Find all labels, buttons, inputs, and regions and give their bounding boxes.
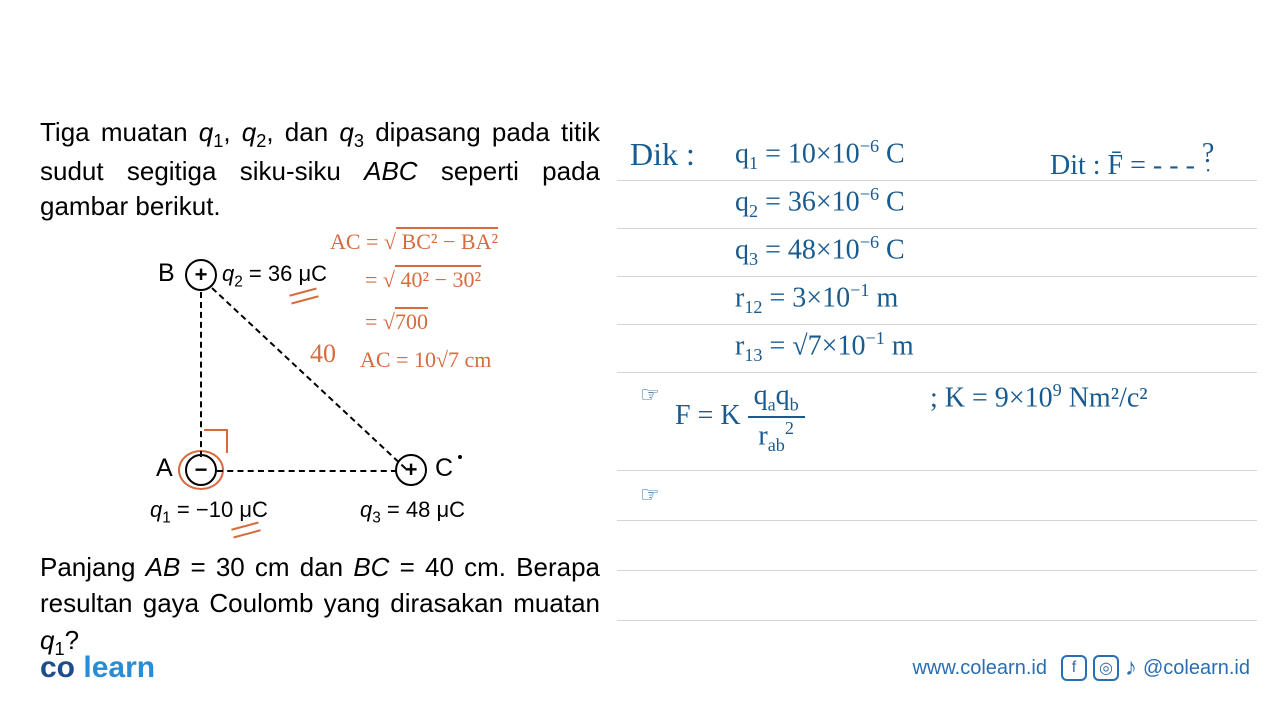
ac-eq1: AC = √ BC² − BA² [330, 229, 498, 255]
problem-question: Panjang AB = 30 cm dan BC = 40 cm. Berap… [40, 549, 600, 662]
forty-label: 40 [310, 339, 336, 369]
line-r13: r13 = √7×10−1 m [735, 328, 914, 366]
ab: AB [146, 552, 181, 582]
line-ac [217, 470, 397, 472]
txt: Tiga muatan [40, 117, 199, 147]
dit-label: Dit : F̄ = - - - ?• [1050, 138, 1214, 182]
q1: q [199, 117, 213, 147]
problem-statement: Tiga muatan q1, q2, dan q3 dipasang pada… [40, 115, 600, 224]
node-c: + [395, 454, 427, 486]
ac-eq4: AC = 10√7 cm [360, 347, 491, 373]
instagram-icon: ◎ [1093, 655, 1119, 681]
q2s: 2 [256, 131, 266, 151]
bullet-icon: ☞ [640, 382, 660, 408]
rule-line [617, 520, 1257, 521]
line-q2: q2 = 36×10−6 C [735, 184, 905, 222]
txt: , dan [266, 117, 339, 147]
footer: co learn www.colearn.id f ◎ ♪ @colearn.i… [40, 651, 1250, 685]
charge-c: q3 = 48 μC [360, 497, 465, 527]
right-angle-icon [204, 429, 228, 453]
plus-icon: + [195, 262, 208, 288]
q1s: 1 [213, 131, 223, 151]
ac-eq3: = √700 [365, 309, 428, 335]
rule-line [617, 324, 1257, 325]
label-a: A [156, 454, 173, 483]
bc: BC [353, 552, 389, 582]
logo-co: co [40, 651, 75, 684]
line-ab [200, 292, 202, 457]
txt: = 30 cm dan [180, 552, 353, 582]
rule-line [617, 372, 1257, 373]
force-formula: F = K qaqbrab2 [675, 380, 805, 456]
footer-handle: @colearn.id [1143, 657, 1250, 680]
line-r12: r12 = 3×10−1 m [735, 280, 898, 318]
plus-icon: + [405, 457, 418, 483]
colearn-logo: co learn [40, 651, 155, 685]
line-q3: q3 = 48×10−6 C [735, 232, 905, 270]
dot-icon [458, 455, 462, 459]
line-q1: q1 = 10×10−6 C [735, 136, 905, 174]
k-constant: ; K = 9×109 Nm²/c² [930, 380, 1148, 414]
ac-eq2: = √ 40² − 30² [365, 267, 481, 293]
footer-url: www.colearn.id [912, 657, 1047, 680]
bullet-icon: ☞ [640, 482, 660, 508]
q2: q [242, 117, 256, 147]
label-b: B [158, 259, 175, 288]
q3s: 3 [354, 131, 364, 151]
charge-b: q2 = 36 μC [222, 261, 327, 291]
tiktok-icon: ♪ [1125, 654, 1137, 682]
triangle-diagram: + B q2 = 36 μC − A q1 = −10 μC + C q3 = … [40, 229, 600, 539]
rule-line [617, 570, 1257, 571]
rule-line [617, 470, 1257, 471]
q3: q [339, 117, 353, 147]
label-c: C [435, 454, 453, 483]
txt: Panjang [40, 552, 146, 582]
rule-line [617, 620, 1257, 621]
facebook-icon: f [1061, 655, 1087, 681]
dik-label: Dik : [630, 136, 695, 173]
abc: ABC [364, 156, 417, 186]
rule-line [617, 228, 1257, 229]
logo-learn: learn [83, 651, 155, 684]
rule-line [617, 276, 1257, 277]
